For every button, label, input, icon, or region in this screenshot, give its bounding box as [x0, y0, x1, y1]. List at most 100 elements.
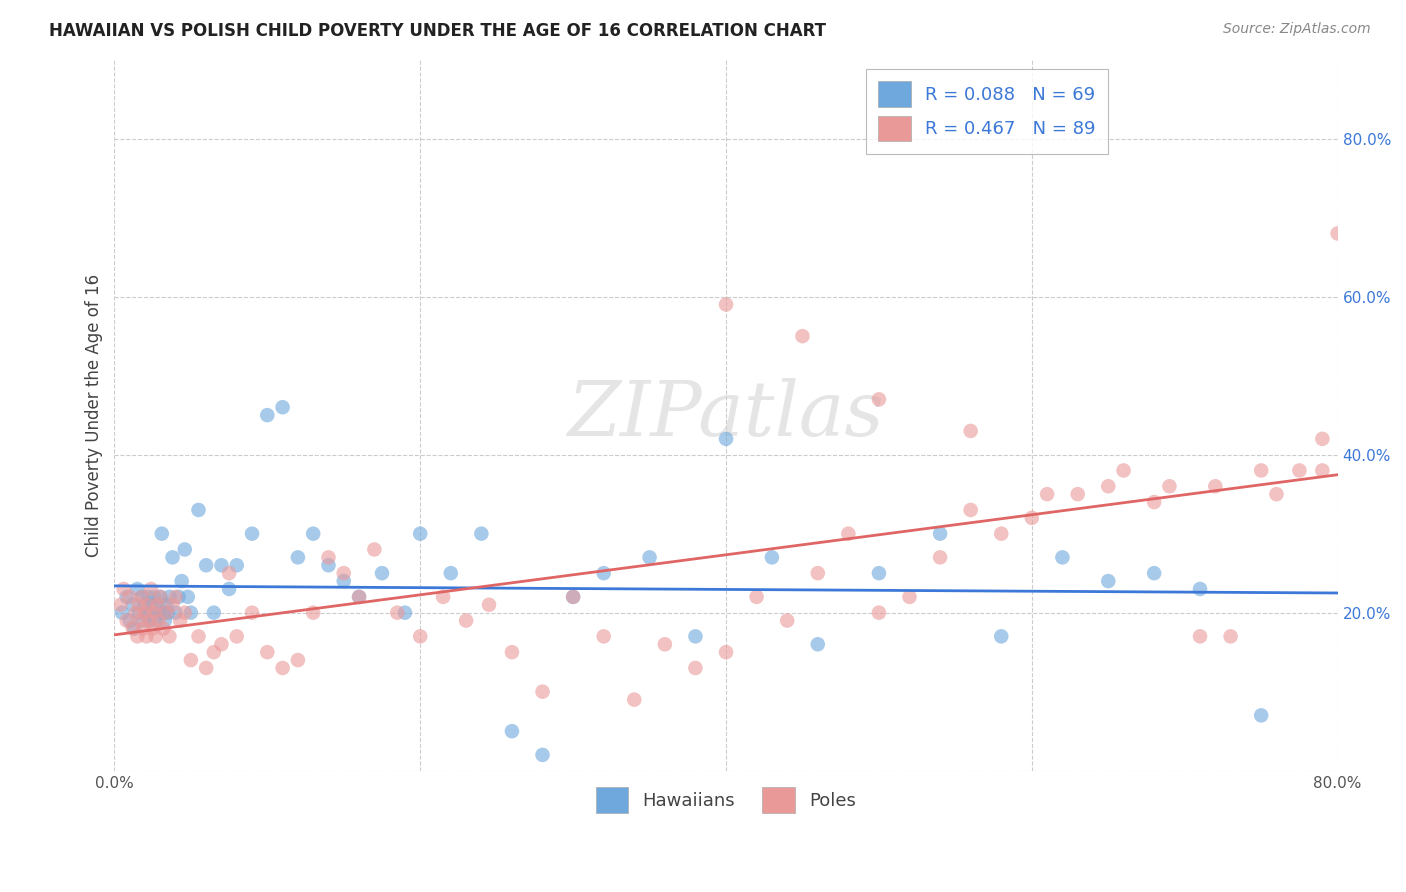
Point	[287, 653, 309, 667]
Point	[1021, 511, 1043, 525]
Point	[152, 606, 174, 620]
Point	[898, 590, 921, 604]
Point	[562, 590, 585, 604]
Point	[142, 606, 165, 620]
Point	[165, 590, 187, 604]
Point	[456, 614, 478, 628]
Point	[623, 692, 645, 706]
Point	[136, 590, 159, 604]
Point	[148, 614, 170, 628]
Point	[318, 550, 340, 565]
Point	[240, 606, 263, 620]
Point	[1341, 463, 1364, 477]
Text: ZIPatlas: ZIPatlas	[568, 378, 884, 452]
Point	[132, 614, 155, 628]
Point	[638, 550, 661, 565]
Point	[149, 590, 172, 604]
Point	[654, 637, 676, 651]
Point	[332, 566, 354, 581]
Point	[318, 558, 340, 573]
Point	[432, 590, 454, 604]
Point	[169, 614, 191, 628]
Point	[929, 526, 952, 541]
Point	[1204, 479, 1226, 493]
Point	[225, 629, 247, 643]
Point	[868, 392, 890, 407]
Point	[1112, 463, 1135, 477]
Point	[394, 606, 416, 620]
Point	[132, 622, 155, 636]
Point	[187, 503, 209, 517]
Point	[159, 590, 181, 604]
Point	[531, 747, 554, 762]
Point	[714, 432, 737, 446]
Point	[202, 645, 225, 659]
Point	[440, 566, 463, 581]
Point	[127, 582, 149, 596]
Point	[128, 606, 150, 620]
Point	[371, 566, 394, 581]
Point	[195, 661, 218, 675]
Point	[990, 629, 1012, 643]
Point	[225, 558, 247, 573]
Point	[143, 606, 166, 620]
Point	[347, 590, 370, 604]
Point	[240, 526, 263, 541]
Point	[478, 598, 501, 612]
Point	[592, 566, 614, 581]
Point	[125, 606, 148, 620]
Point	[1143, 566, 1166, 581]
Point	[501, 724, 523, 739]
Point	[714, 645, 737, 659]
Point	[139, 582, 162, 596]
Point	[173, 542, 195, 557]
Point	[146, 598, 169, 612]
Point	[1250, 463, 1272, 477]
Point	[150, 526, 173, 541]
Point	[531, 684, 554, 698]
Point	[138, 614, 160, 628]
Point	[155, 606, 177, 620]
Point	[146, 598, 169, 612]
Point	[218, 566, 240, 581]
Legend: Hawaiians, Poles: Hawaiians, Poles	[583, 775, 869, 826]
Point	[409, 526, 432, 541]
Point	[592, 629, 614, 643]
Point	[202, 606, 225, 620]
Point	[111, 606, 134, 620]
Point	[112, 582, 135, 596]
Text: Source: ZipAtlas.com: Source: ZipAtlas.com	[1223, 22, 1371, 37]
Point	[136, 598, 159, 612]
Point	[156, 606, 179, 620]
Point	[271, 401, 294, 415]
Point	[1189, 582, 1212, 596]
Point	[218, 582, 240, 596]
Point	[1067, 487, 1090, 501]
Point	[929, 550, 952, 565]
Point	[180, 606, 202, 620]
Point	[162, 550, 184, 565]
Point	[131, 590, 153, 604]
Point	[1312, 463, 1334, 477]
Point	[138, 614, 160, 628]
Point	[1219, 629, 1241, 643]
Point	[209, 637, 232, 651]
Point	[135, 629, 157, 643]
Point	[131, 590, 153, 604]
Point	[149, 590, 172, 604]
Point	[302, 606, 325, 620]
Point	[332, 574, 354, 588]
Point	[409, 629, 432, 643]
Point	[118, 590, 141, 604]
Point	[387, 606, 409, 620]
Point	[745, 590, 768, 604]
Point	[256, 645, 278, 659]
Point	[115, 614, 138, 628]
Point	[1250, 708, 1272, 723]
Point	[159, 629, 181, 643]
Point	[868, 606, 890, 620]
Point	[148, 606, 170, 620]
Point	[121, 598, 143, 612]
Point	[170, 574, 193, 588]
Point	[685, 661, 707, 675]
